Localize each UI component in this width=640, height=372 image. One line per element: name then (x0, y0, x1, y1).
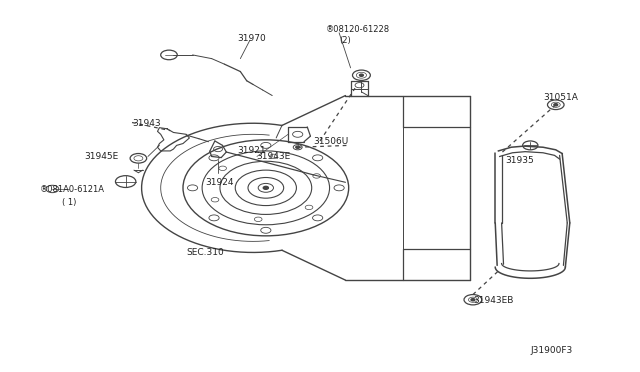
Circle shape (263, 186, 268, 189)
Text: 31051A: 31051A (543, 93, 578, 102)
Text: 31924: 31924 (205, 178, 234, 187)
Text: SEC.310: SEC.310 (186, 248, 224, 257)
Circle shape (360, 74, 364, 76)
Text: 31943EB: 31943EB (473, 296, 513, 305)
Circle shape (554, 104, 557, 106)
Text: ( 1): ( 1) (62, 198, 76, 207)
Circle shape (471, 299, 475, 301)
Text: ®08120-61228: ®08120-61228 (326, 25, 390, 33)
Circle shape (296, 146, 300, 148)
Text: 31945E: 31945E (84, 152, 118, 161)
Text: 31935: 31935 (505, 155, 534, 165)
Text: (2): (2) (339, 36, 351, 45)
Text: 31921: 31921 (237, 147, 266, 155)
Text: 31506U: 31506U (314, 137, 349, 146)
Text: J31900F3: J31900F3 (531, 346, 573, 355)
Text: 31943: 31943 (132, 119, 161, 128)
Text: ®081A0-6121A: ®081A0-6121A (40, 185, 104, 194)
Text: 31970: 31970 (237, 34, 266, 43)
Text: 31943E: 31943E (256, 152, 291, 161)
